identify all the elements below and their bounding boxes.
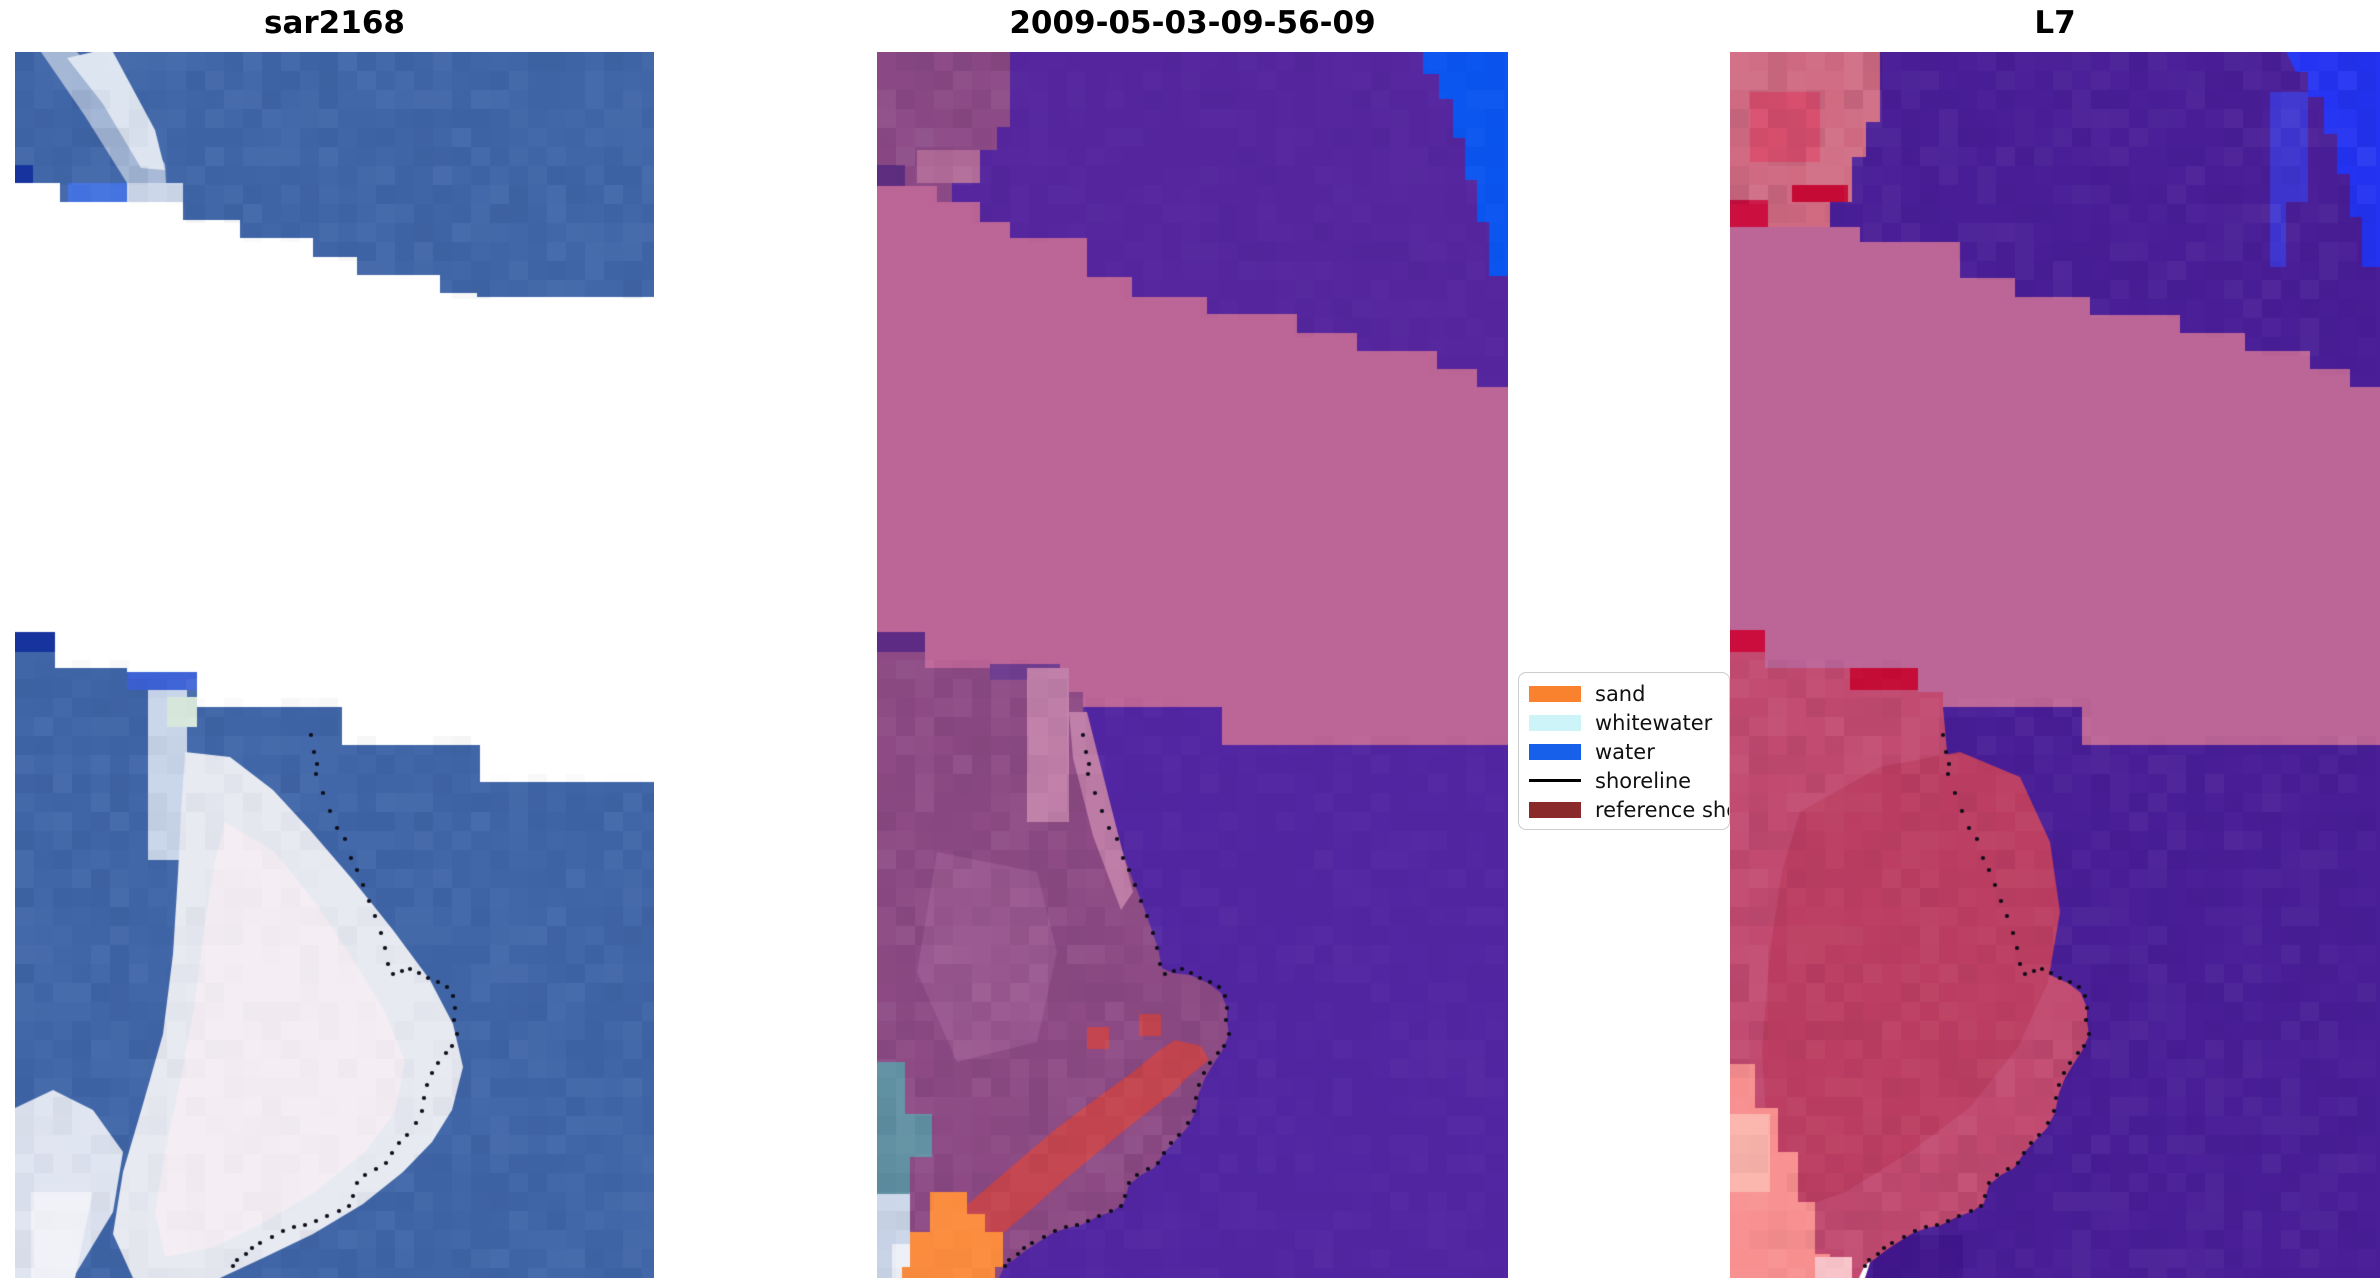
panel-image-sar2168 — [15, 52, 654, 1278]
whitewater-swatch-icon — [1529, 714, 1581, 731]
legend-item-shoreline: shoreline — [1529, 766, 1729, 795]
legend-label-whitewater: whitewater — [1595, 710, 1713, 735]
legend-item-reference-shoreline: reference sho — [1529, 795, 1729, 824]
panel-title-sar2168: sar2168 — [264, 5, 405, 41]
panel-image-l7 — [1730, 52, 2380, 1278]
shoreline-line-icon — [1529, 779, 1581, 782]
legend-item-sand: sand — [1529, 679, 1729, 708]
legend-label-shoreline: shoreline — [1595, 768, 1692, 793]
legend: sand whitewater water shoreline referenc… — [1518, 672, 1730, 830]
legend-label-sand: sand — [1595, 681, 1646, 706]
panel-title-date: 2009-05-03-09-56-09 — [1009, 5, 1376, 41]
legend-item-whitewater: whitewater — [1529, 708, 1729, 737]
sand-swatch-icon — [1529, 685, 1581, 702]
legend-label-reference-shoreline: reference sho — [1595, 797, 1730, 822]
panel-image-classified — [877, 52, 1508, 1278]
legend-label-water: water — [1595, 739, 1655, 764]
legend-item-water: water — [1529, 737, 1729, 766]
water-swatch-icon — [1529, 743, 1581, 760]
reference-shoreline-swatch-icon — [1529, 801, 1581, 818]
panel-title-l7: L7 — [2034, 5, 2076, 41]
